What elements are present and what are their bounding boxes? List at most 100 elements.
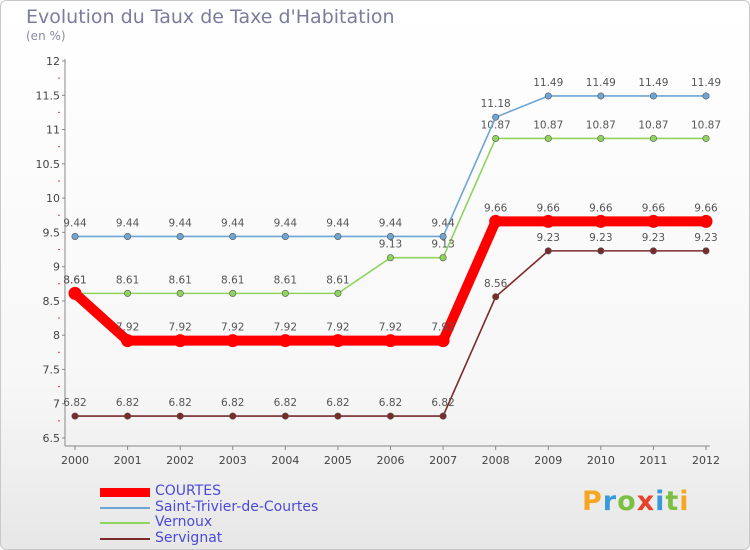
data-point	[439, 412, 447, 420]
data-label: 8.61	[63, 274, 86, 286]
data-label: 9.13	[379, 239, 402, 251]
data-label: 7.92	[221, 322, 244, 334]
y-tick-label: 7.5	[43, 363, 61, 376]
series-line-vernoux	[74, 137, 707, 295]
data-label: 9.44	[326, 217, 350, 229]
data-point	[702, 92, 710, 100]
data-point	[544, 134, 552, 142]
data-label: 7.92	[431, 322, 454, 334]
data-label: 9.66	[484, 202, 508, 214]
data-point	[544, 247, 552, 255]
data-point	[386, 254, 394, 262]
data-label: 9.44	[168, 217, 192, 229]
data-point	[597, 92, 605, 100]
data-point	[121, 334, 135, 348]
data-label: 8.61	[63, 274, 86, 286]
x-tick-label: 2007	[429, 454, 457, 467]
data-label: 9.44	[63, 217, 87, 229]
data-label: 10.87	[586, 119, 616, 131]
data-label: 10.87	[691, 119, 721, 131]
data-label: 7.92	[379, 322, 402, 334]
data-point	[281, 412, 289, 420]
data-point	[281, 289, 289, 297]
data-point	[702, 134, 710, 142]
data-point	[439, 232, 447, 240]
y-tick-label: 9	[53, 261, 60, 274]
proxiti-logo: Proxiti	[582, 486, 690, 517]
data-label: 9.23	[537, 232, 560, 244]
data-label: 9.44	[431, 217, 455, 229]
x-tick-label: 2011	[639, 454, 667, 467]
legend-label: Saint-Trivier-de-Courtes	[155, 498, 319, 515]
data-label: 6.82	[326, 397, 349, 409]
y-tick-label: 9.5	[43, 226, 61, 239]
x-tick-label: 2009	[534, 454, 562, 467]
data-label: 6.82	[274, 397, 297, 409]
x-tick-label: 2003	[219, 454, 247, 467]
legend-label: COURTES	[155, 483, 222, 499]
data-label: 8.61	[326, 274, 349, 286]
data-point	[173, 334, 187, 348]
x-tick-label: 2008	[482, 454, 510, 467]
data-label: 7.92	[116, 322, 139, 334]
x-tick-label: 2004	[271, 454, 299, 467]
x-tick-label: 2006	[377, 454, 405, 467]
data-label: 8.61	[274, 274, 297, 286]
data-label: 6.82	[379, 397, 402, 409]
legend-swatch	[100, 537, 150, 540]
data-label: 8.61	[221, 274, 244, 286]
y-tick-label: 8.5	[43, 295, 61, 308]
data-point	[124, 232, 132, 240]
data-point	[386, 232, 394, 240]
data-point	[649, 92, 657, 100]
legend-swatch	[100, 522, 150, 524]
data-label: 9.23	[642, 232, 665, 244]
data-point	[334, 412, 342, 420]
data-label: 9.44	[379, 217, 403, 229]
data-point	[386, 412, 394, 420]
data-point	[544, 92, 552, 100]
data-point	[702, 247, 710, 255]
data-point	[176, 289, 184, 297]
data-label: 6.82	[63, 397, 86, 409]
data-label: 8.61	[168, 274, 191, 286]
data-label: 9.44	[221, 217, 245, 229]
legend-label: Vernoux	[155, 514, 213, 530]
x-tick-label: 2002	[166, 454, 194, 467]
x-tick-label: 2001	[114, 454, 142, 467]
y-tick-label: 8	[53, 329, 60, 342]
data-point	[334, 289, 342, 297]
data-point	[649, 247, 657, 255]
data-label: 10.87	[481, 119, 511, 131]
y-tick-label: 10.5	[36, 158, 61, 171]
data-label: 8.56	[484, 278, 508, 290]
series-line-saint-trivier-de-courtes	[74, 95, 707, 238]
data-label: 11.49	[533, 77, 563, 89]
x-tick-label: 2000	[61, 454, 89, 467]
data-point	[68, 286, 82, 300]
data-label: 9.66	[589, 202, 613, 214]
data-label: 6.82	[116, 397, 139, 409]
data-label: 9.44	[274, 217, 298, 229]
data-label: 9.66	[642, 202, 666, 214]
legend-swatch	[100, 506, 150, 509]
data-point	[229, 232, 237, 240]
data-label: 9.66	[537, 202, 561, 214]
data-label: 10.87	[638, 119, 668, 131]
data-point	[646, 214, 660, 228]
y-tick-label: 12	[46, 55, 60, 68]
data-point	[226, 334, 240, 348]
x-tick-label: 2012	[692, 454, 720, 467]
data-point	[281, 232, 289, 240]
data-point	[124, 289, 132, 297]
data-point	[331, 334, 345, 348]
data-label: 9.23	[694, 232, 717, 244]
data-point	[597, 134, 605, 142]
data-label: 10.87	[533, 119, 563, 131]
data-label: 6.82	[168, 397, 191, 409]
data-point	[492, 134, 500, 142]
data-point	[124, 412, 132, 420]
y-tick-label: 11.5	[36, 89, 61, 102]
